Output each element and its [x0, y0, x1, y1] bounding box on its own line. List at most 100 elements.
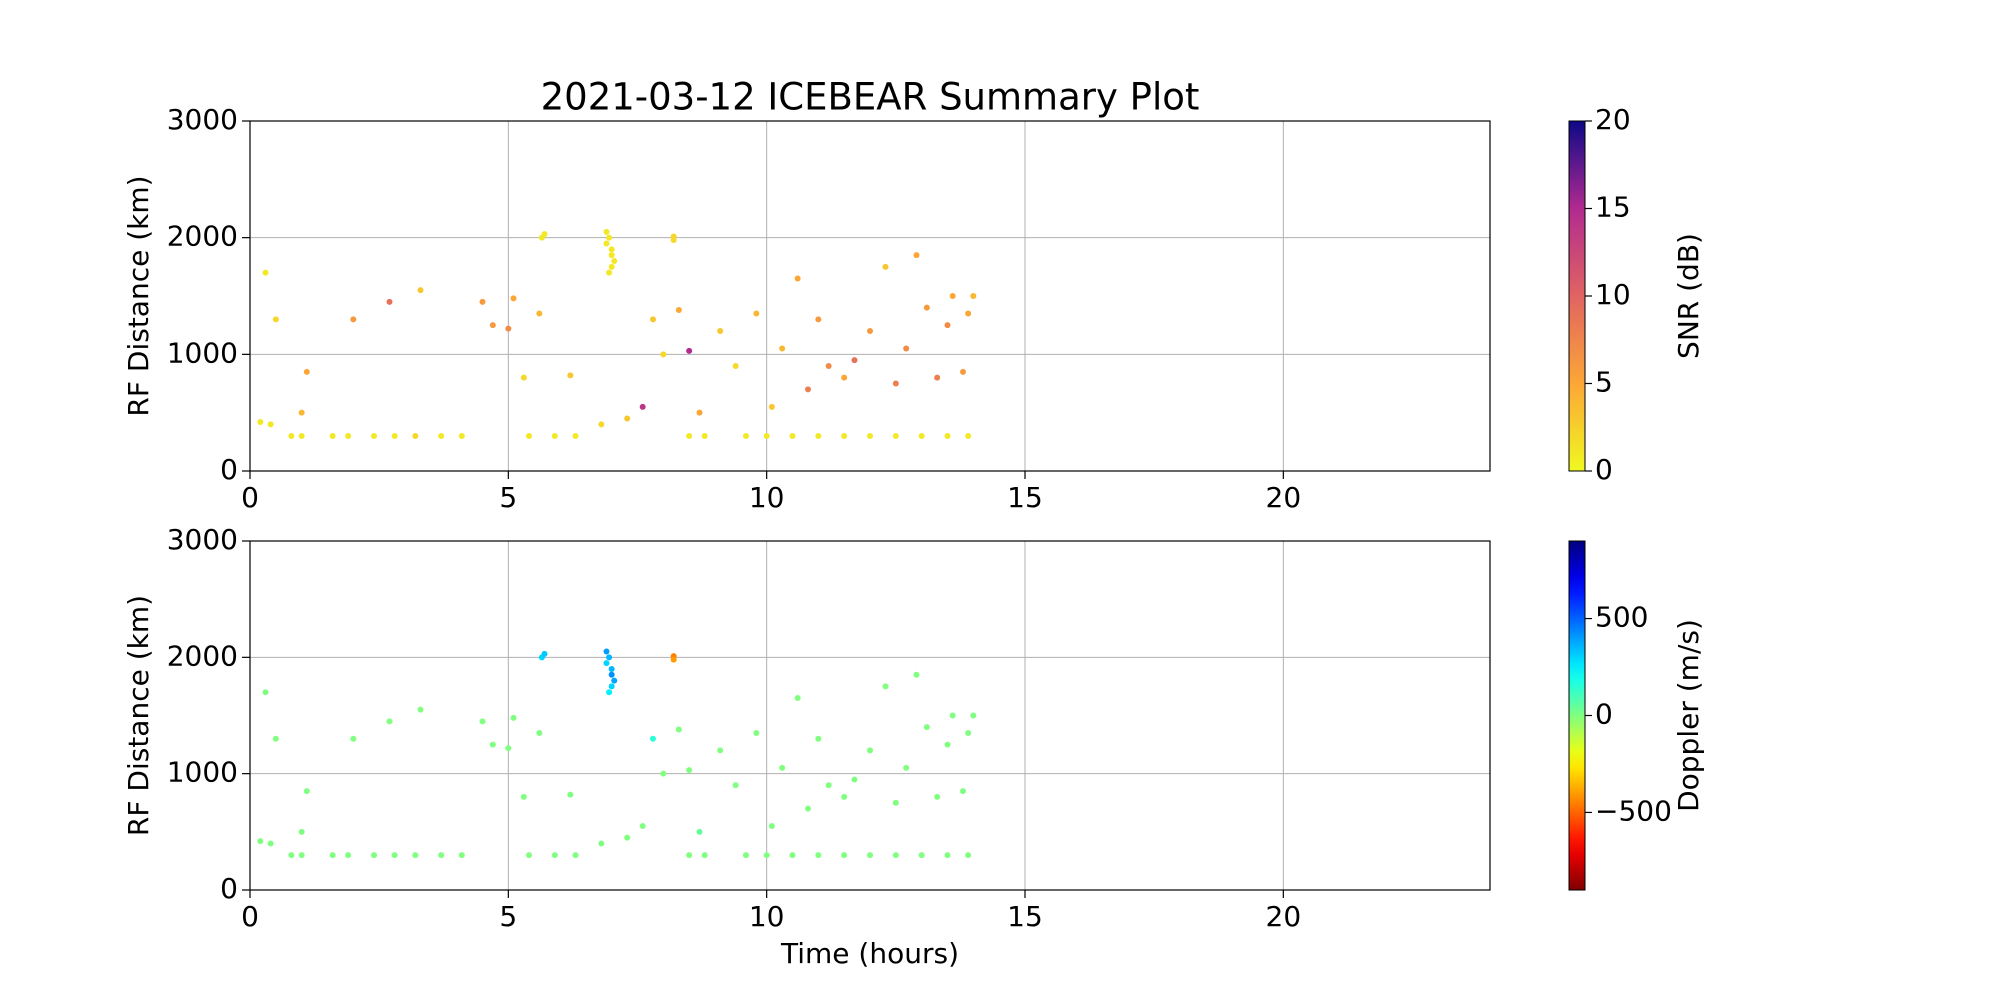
x-tick-label: 10 [749, 481, 785, 514]
point [768, 823, 775, 830]
point [624, 834, 631, 841]
point [965, 310, 972, 317]
point [288, 433, 295, 439]
point [892, 799, 899, 806]
x-axis-label: Time (hours) [780, 937, 959, 970]
point [479, 298, 486, 305]
point [867, 852, 873, 859]
point [701, 852, 708, 859]
point [303, 368, 310, 375]
point [743, 433, 749, 439]
point [686, 347, 693, 354]
colorbar-label: Doppler (m/s) [1672, 619, 1705, 812]
point [717, 328, 724, 334]
point [913, 671, 920, 678]
plot-frame [249, 120, 1491, 472]
x-tick-label: 5 [499, 481, 517, 514]
point [763, 852, 770, 859]
y-tick-label: 3000 [167, 103, 238, 136]
point [288, 852, 295, 859]
point [572, 433, 579, 439]
point [603, 240, 610, 247]
point [345, 852, 352, 859]
x-tick-label: 10 [749, 900, 785, 933]
point [779, 764, 786, 771]
point [298, 828, 305, 835]
point [923, 304, 930, 311]
point [267, 840, 274, 847]
point [458, 433, 465, 439]
point [815, 735, 822, 742]
point [567, 791, 574, 798]
x-tick-label: 5 [499, 900, 517, 933]
point [606, 654, 613, 661]
point [541, 231, 548, 238]
colorbar-tick-label: 20 [1595, 103, 1631, 136]
point [944, 322, 951, 329]
point [510, 714, 517, 721]
point [536, 729, 543, 736]
point [923, 724, 930, 731]
point [386, 718, 393, 725]
point [551, 852, 558, 859]
y-tick-label: 1000 [167, 756, 238, 789]
point [789, 433, 796, 439]
point [970, 712, 977, 719]
point [913, 252, 920, 259]
point [960, 368, 966, 375]
x-tick-label: 20 [1266, 481, 1302, 514]
point [598, 421, 605, 428]
point [949, 712, 956, 719]
point [675, 307, 682, 313]
point [882, 683, 889, 690]
point [624, 415, 631, 422]
scatter-points [257, 228, 977, 439]
point [903, 345, 910, 352]
point [882, 263, 889, 270]
point [417, 287, 424, 294]
point [696, 828, 703, 835]
point [438, 852, 445, 859]
point [670, 237, 677, 243]
point [732, 782, 739, 789]
point [329, 433, 336, 439]
point [686, 767, 693, 774]
point [965, 433, 972, 439]
point [298, 433, 305, 439]
point [639, 823, 646, 830]
point [267, 421, 274, 428]
point [805, 805, 811, 812]
point [686, 433, 693, 439]
x-tick-label: 15 [1007, 481, 1043, 514]
point [505, 745, 512, 752]
point [965, 852, 972, 859]
point [350, 316, 357, 323]
colorbar-tick-label: 10 [1595, 278, 1631, 311]
point [825, 363, 832, 369]
y-tick-label: 1000 [167, 336, 238, 369]
point [608, 252, 615, 259]
point [970, 293, 977, 299]
point [949, 293, 956, 299]
point [262, 269, 269, 276]
point [608, 246, 615, 253]
point [520, 374, 527, 381]
colorbar-tick-label: 0 [1595, 698, 1613, 731]
point [639, 403, 646, 410]
point [505, 325, 512, 332]
point [732, 363, 739, 369]
point [298, 852, 305, 859]
point [867, 747, 873, 754]
y-axis-label: RF Distance (km) [122, 595, 155, 836]
point [805, 386, 811, 393]
point [479, 718, 486, 725]
point [272, 735, 279, 742]
point [841, 374, 848, 381]
colorbar-tick-label: 5 [1595, 366, 1613, 399]
point [944, 433, 951, 439]
point [572, 852, 579, 859]
point [606, 269, 613, 276]
point [944, 852, 951, 859]
plot-frame [249, 540, 1491, 891]
